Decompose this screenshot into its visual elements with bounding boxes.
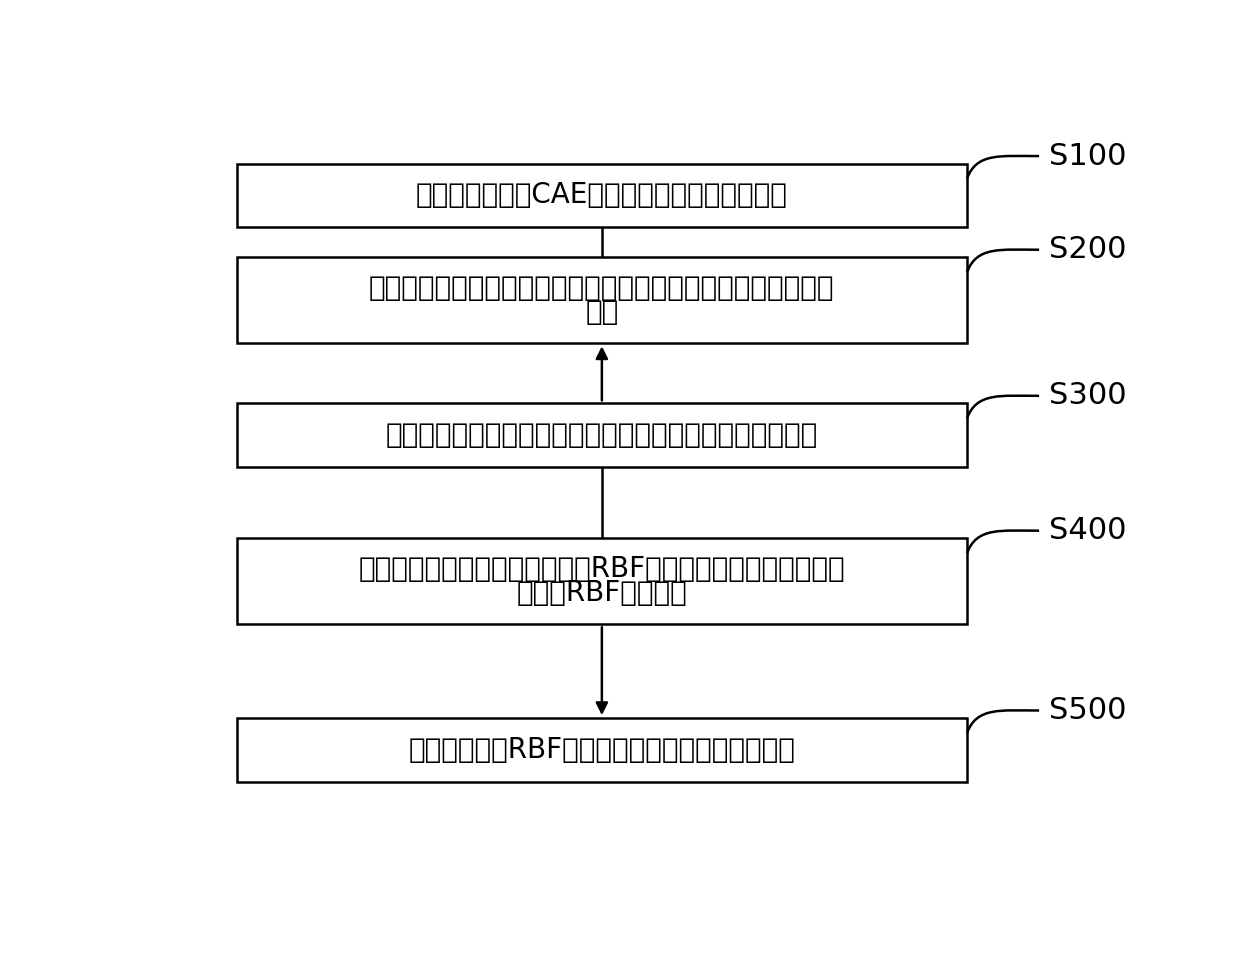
Text: S500: S500: [1049, 696, 1126, 725]
Bar: [237, 257, 967, 343]
Text: 对第一优化注塑参数进行正交试验设计，获得正交试验数据: 对第一优化注塑参数进行正交试验设计，获得正交试验数据: [386, 421, 818, 450]
Text: 参数: 参数: [585, 299, 619, 326]
Text: S100: S100: [1049, 142, 1126, 170]
Text: 利用训练后的RBF神经网络获取最终优化注塑参数: 利用训练后的RBF神经网络获取最终优化注塑参数: [408, 736, 795, 764]
Bar: [237, 404, 967, 467]
Text: S400: S400: [1049, 517, 1126, 545]
Bar: [237, 718, 967, 781]
Bar: [237, 538, 967, 625]
Text: 练后的RBF神经网络: 练后的RBF神经网络: [517, 579, 687, 607]
Text: 对第一注塑参数进行至少一次注塑参数优化，获得第一优化注塑: 对第一注塑参数进行至少一次注塑参数优化，获得第一优化注塑: [370, 274, 835, 303]
Text: S300: S300: [1049, 381, 1126, 411]
Bar: [237, 163, 967, 228]
Text: S200: S200: [1049, 235, 1126, 265]
Text: 利用部分或全部正交试验数据对RBF神经网络进行训练，获得训: 利用部分或全部正交试验数据对RBF神经网络进行训练，获得训: [358, 556, 846, 583]
Text: 建立注塑产品的CAE分析模型以及第一注塑参数: 建立注塑产品的CAE分析模型以及第一注塑参数: [415, 181, 787, 209]
